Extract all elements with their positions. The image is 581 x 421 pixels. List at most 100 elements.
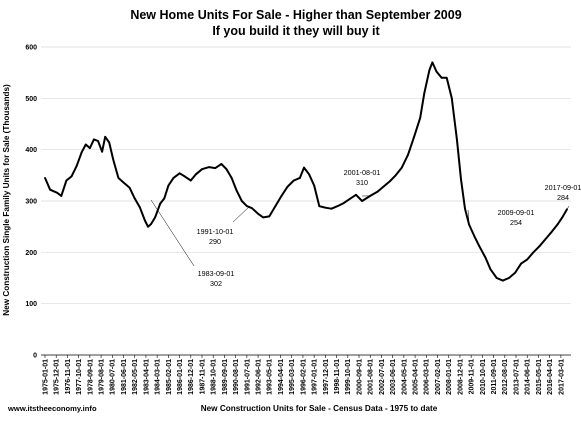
data-point (274, 205, 277, 208)
x-tick-label: 1991-07-01 (244, 359, 251, 395)
data-point (208, 166, 211, 169)
x-tick-label: 1987-11-01 (199, 359, 206, 395)
x-tick-label: 2014-06-01 (525, 359, 532, 395)
x-tick-label: 2015-05-01 (536, 359, 543, 395)
x-tick-label: 1975-12-01 (54, 359, 61, 395)
x-tick-label: 2013-07-01 (513, 359, 520, 395)
x-tick-label: 2012-08-01 (502, 359, 509, 395)
annotation-date: 1991-10-01 (197, 227, 234, 236)
data-point (75, 165, 78, 168)
x-tick-label: 1985-02-01 (166, 359, 173, 395)
x-tick-label: 1996-02-01 (300, 359, 307, 395)
x-tick-label: 1982-05-01 (132, 359, 139, 395)
data-point (220, 163, 223, 165)
x-tick-label: 1976-11-01 (65, 359, 72, 395)
annotation-value: 284 (557, 193, 569, 202)
data-point (108, 141, 111, 144)
x-axis-ticks: 1975-01-01 1975-12-01 1976-11-01 1977-10-01… (42, 355, 565, 395)
data-point (128, 186, 131, 189)
data-point (400, 166, 403, 169)
data-point (450, 97, 453, 100)
y-tick-label: 500 (25, 96, 37, 103)
data-point (508, 277, 510, 279)
data-point (428, 69, 431, 71)
x-tick-label: 1986-12-01 (188, 359, 195, 395)
data-point (440, 76, 443, 79)
data-point (330, 207, 333, 210)
y-tick-label: 400 (25, 147, 37, 154)
data-point (150, 223, 152, 226)
data-point (407, 153, 409, 156)
annotation-value: 302 (210, 279, 222, 288)
data-point (44, 177, 46, 179)
x-tick-label: 1993-05-01 (267, 359, 274, 395)
x-tick-label: 2006-03-01 (424, 359, 431, 395)
x-tick-label: 1997-01-01 (312, 359, 319, 395)
data-point (544, 238, 547, 240)
data-point (562, 215, 564, 218)
data-point (268, 215, 271, 218)
data-point (478, 245, 481, 248)
x-tick-label: 1986-01-01 (177, 359, 184, 395)
y-tick-label: 200 (25, 250, 37, 257)
x-tick-label: 1997-12-01 (323, 359, 330, 395)
data-point (286, 185, 289, 188)
data-point (167, 184, 170, 187)
data-point (464, 207, 466, 210)
data-point (240, 200, 243, 202)
data-point (147, 225, 149, 228)
annotation-date: 2017-09-01 (545, 183, 581, 192)
x-tick-label: 2010-10-01 (480, 359, 487, 395)
data-point (230, 177, 233, 179)
x-tick-label: 1999-10-01 (345, 359, 352, 395)
data-point (423, 92, 426, 95)
data-point (318, 205, 321, 208)
data-point (159, 202, 162, 205)
x-tick-label: 2017-03-01 (558, 359, 565, 395)
data-point (112, 159, 115, 161)
data-point (435, 70, 438, 73)
x-tick-label: 2003-06-01 (390, 359, 397, 395)
data-point (262, 216, 265, 219)
y-axis-ticks: 0 100 200 300 400 500 600 (25, 45, 37, 360)
data-point (473, 235, 476, 237)
data-point (225, 168, 228, 171)
x-tick-label: 1989-09-01 (222, 359, 229, 395)
data-point (413, 135, 415, 138)
data-point (189, 179, 192, 182)
x-tick-label: 1975-01-01 (42, 359, 49, 395)
x-tick-label: 2016-04-01 (547, 359, 554, 395)
chart-subtitle: If you build it they will buy it (212, 24, 380, 38)
x-tick-label: 2009-11-01 (469, 359, 476, 395)
data-point (80, 151, 83, 154)
x-tick-label: 2008-01-01 (446, 359, 453, 395)
x-tick-label: 1981-06-01 (121, 359, 128, 395)
annotation-leader (150, 199, 195, 267)
y-tick-label: 100 (25, 301, 37, 308)
x-tick-label: 2005-04-01 (412, 359, 419, 395)
data-point (526, 258, 529, 261)
data-point (70, 175, 73, 178)
data-point (489, 268, 492, 271)
data-point (419, 116, 422, 119)
data-point (376, 190, 379, 193)
data-point (303, 166, 305, 169)
data-point (484, 256, 487, 259)
y-tick-label: 600 (25, 45, 37, 52)
data-point (104, 135, 107, 138)
annotation-date: 2001-08-01 (344, 168, 381, 177)
data-point (183, 175, 186, 178)
x-tick-label: 1978-09-01 (87, 359, 94, 395)
data-point (201, 168, 203, 171)
y-tick-label: 0 (33, 353, 37, 360)
chart-title: New Home Units For Sale - Higher than Se… (130, 8, 461, 22)
series-line (44, 61, 568, 282)
annotation-leader (467, 209, 470, 225)
data-point (342, 202, 345, 205)
data-point (538, 245, 541, 248)
x-tick-label: 2000-09-01 (356, 359, 363, 395)
data-point (308, 173, 310, 176)
data-point (89, 147, 91, 150)
data-point (313, 184, 316, 187)
